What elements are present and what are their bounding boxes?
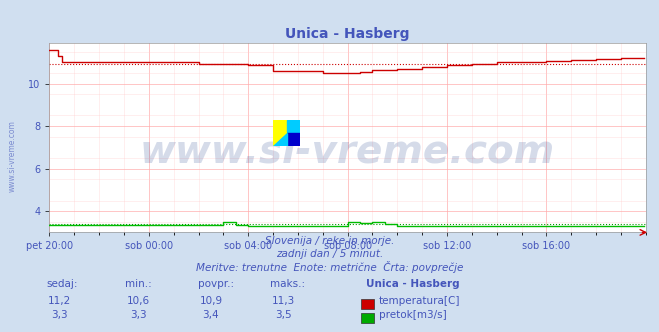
Polygon shape bbox=[273, 133, 287, 146]
Text: 11,3: 11,3 bbox=[272, 296, 295, 306]
Text: www.si-vreme.com: www.si-vreme.com bbox=[140, 132, 556, 170]
Text: zadnji dan / 5 minut.: zadnji dan / 5 minut. bbox=[276, 249, 383, 259]
Title: Unica - Hasberg: Unica - Hasberg bbox=[285, 27, 410, 41]
Bar bbox=[287, 120, 300, 133]
Text: 10,6: 10,6 bbox=[127, 296, 150, 306]
Text: sedaj:: sedaj: bbox=[46, 279, 78, 289]
Text: temperatura[C]: temperatura[C] bbox=[379, 296, 461, 306]
Text: povpr.:: povpr.: bbox=[198, 279, 234, 289]
Bar bbox=[273, 120, 287, 133]
Text: 3,4: 3,4 bbox=[202, 310, 219, 320]
Text: 10,9: 10,9 bbox=[199, 296, 223, 306]
Text: 3,3: 3,3 bbox=[130, 310, 147, 320]
Text: 3,3: 3,3 bbox=[51, 310, 68, 320]
Text: Meritve: trenutne  Enote: metrične  Črta: povprečje: Meritve: trenutne Enote: metrične Črta: … bbox=[196, 261, 463, 273]
Polygon shape bbox=[273, 133, 287, 146]
Bar bbox=[287, 133, 300, 146]
Text: min.:: min.: bbox=[125, 279, 152, 289]
Text: Unica - Hasberg: Unica - Hasberg bbox=[366, 279, 459, 289]
Text: 3,5: 3,5 bbox=[275, 310, 292, 320]
Text: 11,2: 11,2 bbox=[47, 296, 71, 306]
Text: maks.:: maks.: bbox=[270, 279, 305, 289]
Text: Slovenija / reke in morje.: Slovenija / reke in morje. bbox=[265, 236, 394, 246]
Text: www.si-vreme.com: www.si-vreme.com bbox=[8, 120, 17, 192]
Text: pretok[m3/s]: pretok[m3/s] bbox=[379, 310, 447, 320]
